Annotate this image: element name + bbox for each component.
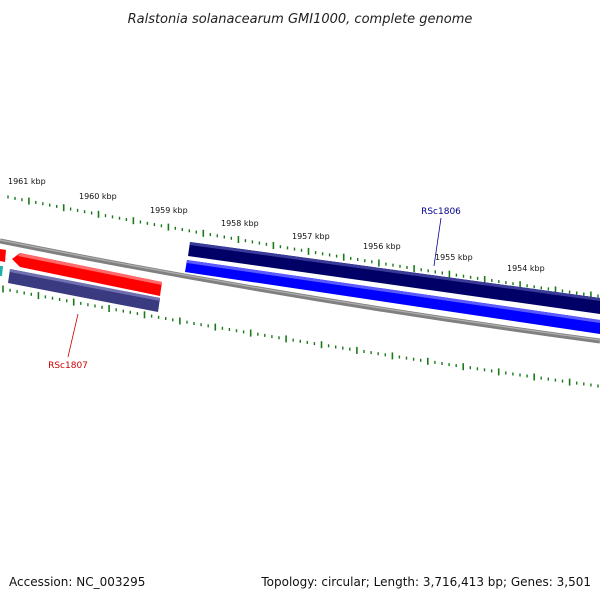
inner-tick-rail xyxy=(2,285,599,388)
kbp-label: 1956 kbp xyxy=(363,242,401,251)
rsc1807-cds-highlight xyxy=(18,253,162,285)
kbp-label: 1955 kbp xyxy=(435,253,473,262)
rsc1806-label-leader xyxy=(433,217,442,267)
accession-label: Accession: NC_003295 xyxy=(9,575,145,589)
edge-teal-fragment[interactable] xyxy=(0,266,3,276)
rsc1807-orf-highlight xyxy=(10,269,160,301)
genome-backbone-highlight xyxy=(0,239,600,341)
genome-summary: Topology: circular; Length: 3,716,413 bp… xyxy=(260,575,591,589)
edge-red-fragment[interactable] xyxy=(0,249,6,262)
rsc1806-cds-highlight xyxy=(190,242,600,301)
kbp-label: 1957 kbp xyxy=(292,232,330,241)
rsc1806-orf-highlight xyxy=(187,260,600,323)
kbp-label: 1961 kbp xyxy=(8,177,46,186)
rsc1807-label[interactable]: RSc1807 xyxy=(48,361,88,371)
genome-backbone xyxy=(0,238,600,344)
rsc1807-orf-feature[interactable] xyxy=(8,269,160,312)
kbp-label: 1959 kbp xyxy=(150,206,188,215)
outer-tick-rail xyxy=(7,195,599,299)
kbp-label: 1954 kbp xyxy=(507,264,545,273)
kbp-ruler: 1961 kbp 1960 kbp 1959 kbp 1958 kbp 1957… xyxy=(8,177,545,273)
rsc1806-label[interactable]: RSc1806 xyxy=(421,207,461,217)
rsc1806-cds-feature[interactable] xyxy=(188,242,600,314)
rsc1807-label-leader xyxy=(67,313,79,358)
genome-title: Ralstonia solanacearum GMI1000, complete… xyxy=(128,12,473,27)
rsc1806-orf-feature[interactable] xyxy=(185,260,600,334)
kbp-label: 1958 kbp xyxy=(221,219,259,228)
kbp-label: 1960 kbp xyxy=(79,192,117,201)
rsc1807-cds-feature[interactable] xyxy=(12,253,162,296)
